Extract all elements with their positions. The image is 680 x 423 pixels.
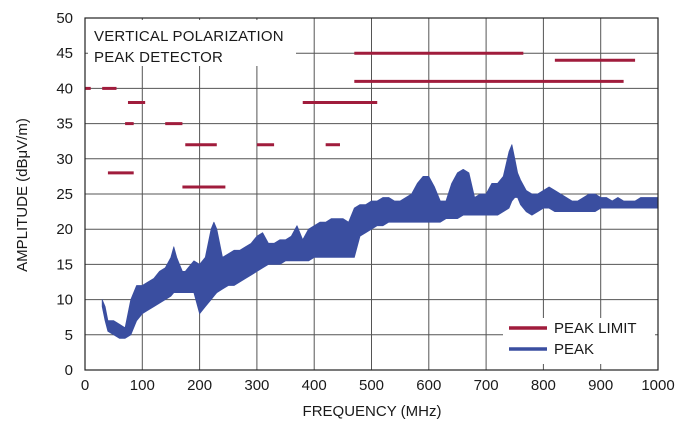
x-axis-label: FREQUENCY (MHz) bbox=[303, 403, 442, 420]
y-tick-label: 25 bbox=[56, 186, 73, 203]
x-tick-label: 300 bbox=[244, 377, 269, 394]
annotation-line-1: VERTICAL POLARIZATION bbox=[94, 28, 284, 45]
legend-background bbox=[503, 318, 655, 364]
y-tick-label: 30 bbox=[56, 151, 73, 168]
y-tick-labels: 0 5 10 15 20 25 30 35 40 45 50 bbox=[56, 10, 73, 379]
x-tick-label: 600 bbox=[416, 377, 441, 394]
x-tick-labels: 0 100 200 300 400 500 600 700 800 900 1000 bbox=[81, 377, 675, 394]
y-tick-label: 45 bbox=[56, 45, 73, 62]
peak-limit-series bbox=[85, 51, 636, 189]
x-tick-label: 200 bbox=[187, 377, 212, 394]
x-tick-label: 700 bbox=[474, 377, 499, 394]
legend: PEAK LIMIT PEAK bbox=[503, 318, 655, 364]
y-tick-label: 15 bbox=[56, 256, 73, 273]
annotation-box: VERTICAL POLARIZATION PEAK DETECTOR bbox=[88, 20, 296, 66]
legend-label-peak: PEAK bbox=[554, 341, 594, 358]
x-tick-label: 100 bbox=[130, 377, 155, 394]
x-tick-label: 0 bbox=[81, 377, 89, 394]
x-tick-label: 500 bbox=[359, 377, 384, 394]
legend-label-peak-limit: PEAK LIMIT bbox=[554, 320, 637, 337]
y-tick-label: 5 bbox=[65, 327, 73, 344]
y-tick-label: 0 bbox=[65, 362, 73, 379]
annotation-line-2: PEAK DETECTOR bbox=[94, 49, 223, 66]
x-tick-label: 400 bbox=[302, 377, 327, 394]
y-tick-label: 20 bbox=[56, 221, 73, 238]
x-tick-label: 900 bbox=[588, 377, 613, 394]
y-tick-label: 50 bbox=[56, 10, 73, 27]
y-tick-label: 10 bbox=[56, 292, 73, 309]
annotation-background bbox=[88, 20, 296, 66]
y-axis-label: AMPLITUDE (dBμV/m) bbox=[14, 118, 31, 272]
y-tick-label: 40 bbox=[56, 80, 73, 97]
y-tick-label: 35 bbox=[56, 116, 73, 133]
x-tick-label: 1000 bbox=[641, 377, 674, 394]
plot-frame bbox=[84, 17, 659, 371]
x-tick-label: 800 bbox=[531, 377, 556, 394]
